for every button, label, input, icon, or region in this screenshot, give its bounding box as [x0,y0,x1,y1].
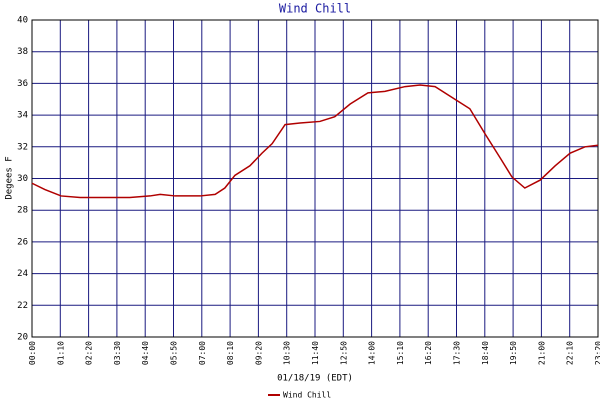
x-tick-label: 22:10 [566,341,575,365]
x-tick-label: 18:40 [481,341,490,365]
x-tick-label: 10:30 [283,341,292,365]
plot-border [31,19,599,338]
y-tick-label: 40 [17,16,28,26]
y-tick-label: 24 [17,269,28,279]
y-tick-label: 28 [17,206,28,216]
x-tick-label: 19:50 [509,341,518,365]
x-tick-label: 01:10 [56,341,65,365]
x-tick-label: 04:40 [141,341,150,365]
x-tick-label: 03:30 [113,341,122,365]
y-axis-label: Degees F [5,156,15,199]
x-tick-label: 14:00 [368,341,377,365]
x-tick-label: 17:30 [453,341,462,365]
x-tick-label: 12:50 [339,341,348,365]
x-tick-label: 23:20 [594,341,600,365]
y-tick-label: 38 [17,47,28,57]
legend-label: Wind Chill [283,391,331,400]
y-tick-label: 22 [17,301,28,311]
data-line [31,84,599,199]
x-tick-label: 07:00 [198,341,207,365]
x-tick-label: 16:20 [424,341,433,365]
x-tick-label: 11:40 [311,341,320,365]
x-axis-label: 01/18/19 (EDT) [277,374,353,384]
y-tick-label: 20 [17,333,28,343]
y-tick-label: 32 [17,142,28,152]
y-tick-label: 26 [17,237,28,247]
x-tick-label: 02:20 [85,341,94,365]
x-tick-label: 15:10 [396,341,405,365]
x-tick-label: 09:20 [254,341,263,365]
x-tick-label: 05:50 [170,341,179,365]
y-tick-label: 36 [17,79,28,89]
x-tick-label: 21:00 [537,341,546,365]
x-tick-label: 00:00 [28,341,37,365]
chart-title: Wind Chill [279,2,351,16]
y-tick-label: 34 [17,111,28,121]
y-tick-label: 30 [17,174,28,184]
x-tick-label: 08:10 [226,341,235,365]
